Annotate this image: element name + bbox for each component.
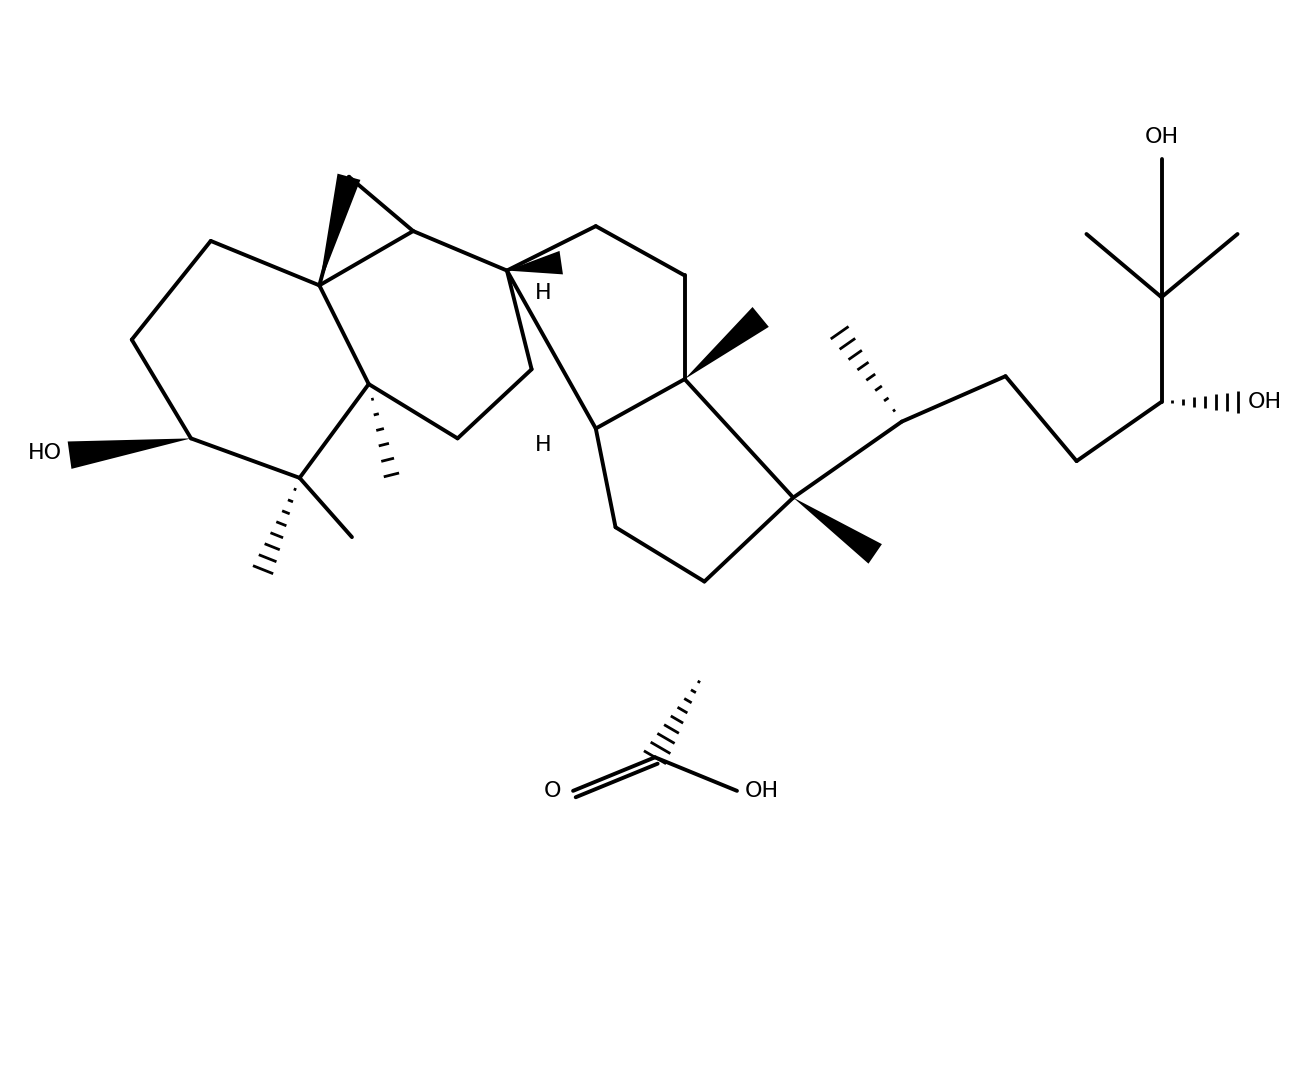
Polygon shape xyxy=(68,438,191,468)
Polygon shape xyxy=(685,307,769,379)
Text: H: H xyxy=(535,436,552,455)
Text: OH: OH xyxy=(1144,127,1179,147)
Polygon shape xyxy=(319,174,360,285)
Polygon shape xyxy=(507,251,562,274)
Text: HO: HO xyxy=(28,443,62,463)
Text: O: O xyxy=(544,781,561,800)
Polygon shape xyxy=(794,498,882,563)
Text: OH: OH xyxy=(745,781,779,800)
Text: H: H xyxy=(535,283,552,304)
Text: OH: OH xyxy=(1247,392,1281,412)
